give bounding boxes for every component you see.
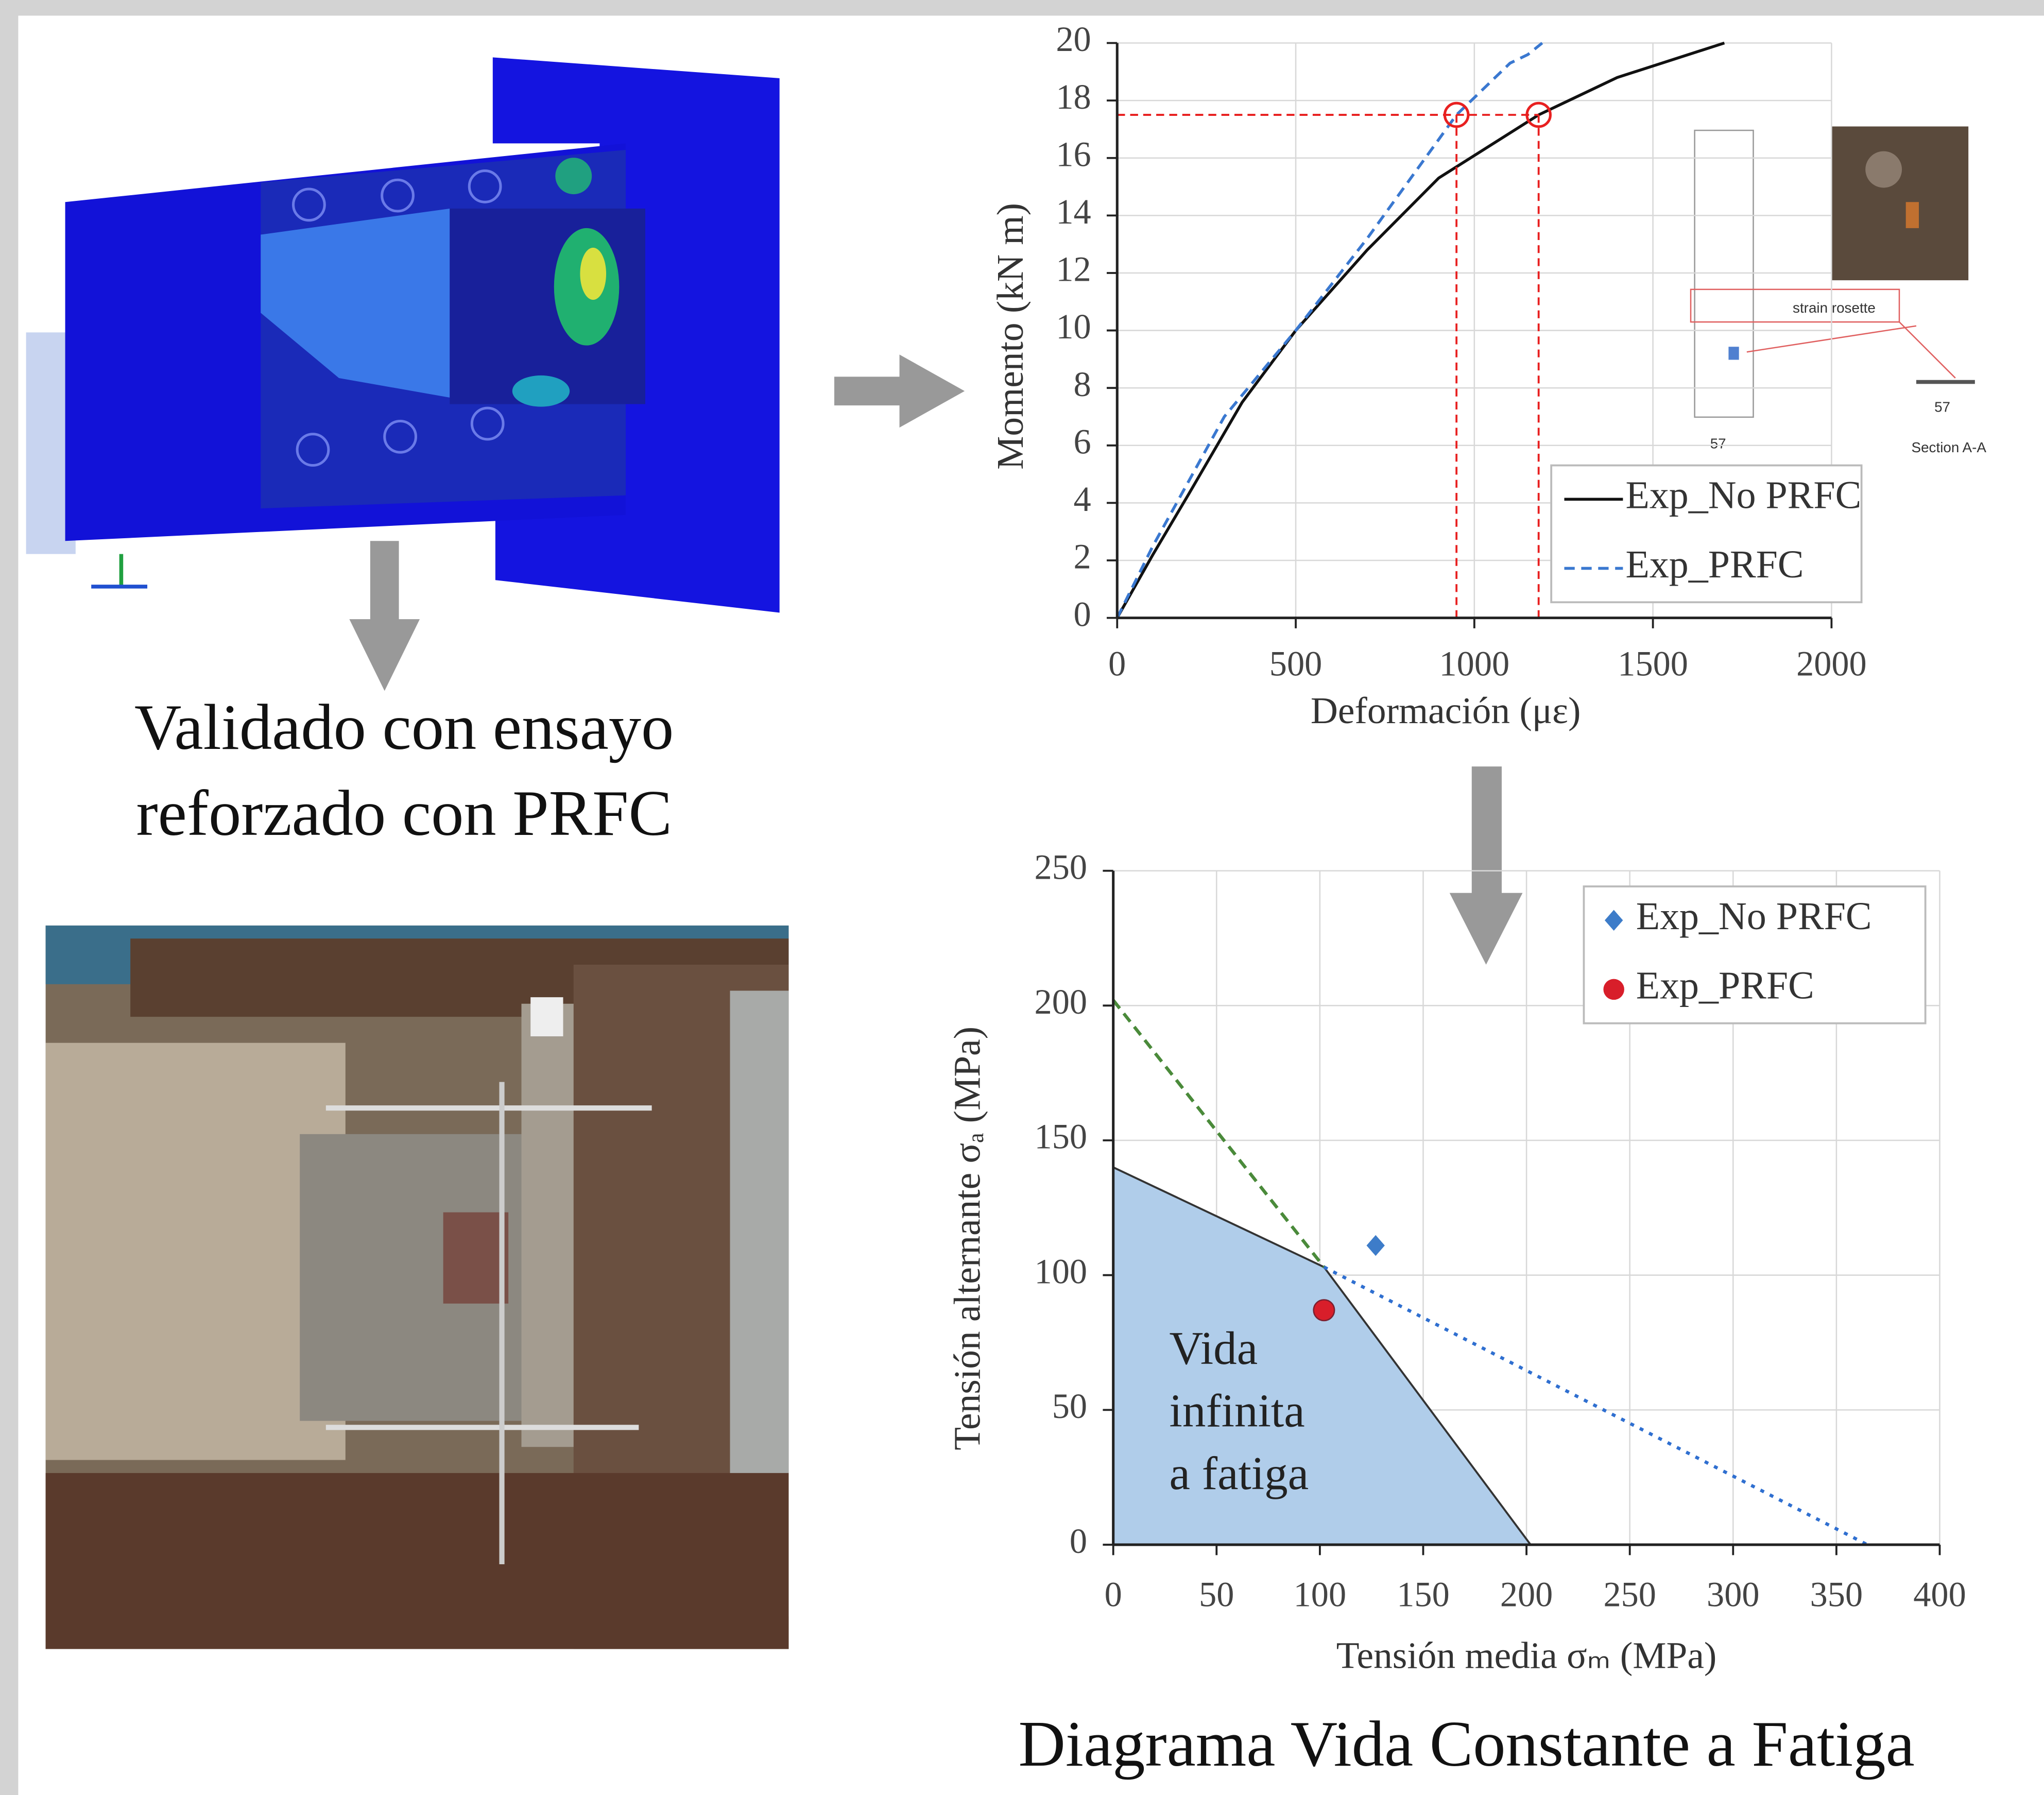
y-tick-label: 10	[1056, 307, 1091, 346]
point	[1366, 1235, 1385, 1256]
reference-line	[1323, 1266, 1868, 1545]
fe-model-image	[26, 57, 780, 613]
caption: Validado con ensayo	[134, 691, 674, 763]
y-tick-label: 6	[1073, 422, 1091, 461]
x-tick-label: 0	[1105, 1575, 1122, 1614]
chart: 0 50 100 150 200 250 300 350 400 0 50 100 150 200 250 V…	[947, 847, 1966, 1676]
x-axis-label: Tensión media σₘ (MPa)	[1336, 1635, 1717, 1677]
legend-label: Exp_PRFC	[1625, 543, 1803, 586]
x-tick-label: 50	[1199, 1575, 1234, 1614]
y-tick-label: 16	[1056, 134, 1091, 174]
y-tick-label: 100	[1035, 1252, 1088, 1291]
y-tick-label: 4	[1073, 480, 1091, 519]
y-tick-label: 12	[1056, 250, 1091, 289]
caption: reforzado con PRFC	[136, 777, 672, 849]
region-label: infinita	[1170, 1384, 1305, 1437]
legend-box	[1550, 464, 1863, 604]
legend-label: Exp_PRFC	[1636, 964, 1814, 1007]
inset-label: 57	[1710, 435, 1726, 451]
legend-label: Exp_No PRFC	[1636, 895, 1872, 938]
legend-label: Exp_No PRFC	[1625, 474, 1861, 517]
inset-label: strain rosette	[1793, 300, 1876, 316]
inset-label: Section A-A	[1912, 439, 1987, 455]
series-line	[1117, 41, 1725, 618]
ref-point	[1443, 101, 1470, 128]
inset-label: 57	[1934, 399, 1950, 415]
point	[1313, 1299, 1335, 1322]
x-tick-label: 100	[1294, 1575, 1347, 1614]
y-tick-label: 0	[1070, 1522, 1087, 1561]
x-tick-label: 500	[1269, 644, 1322, 683]
region-label: a fatiga	[1170, 1447, 1309, 1499]
x-tick-label: 400	[1913, 1575, 1966, 1614]
x-axis-label: Deformación (με)	[1311, 690, 1581, 731]
y-tick-label: 200	[1035, 982, 1088, 1021]
y-tick-label: 14	[1056, 192, 1091, 231]
y-axis-label: Tensión alternante σₐ (MPa)	[947, 1027, 988, 1450]
plot-layer	[1117, 41, 1725, 618]
y-tick-label: 0	[1073, 594, 1091, 634]
inset-image: strain rosette Section A-A 57 57	[1612, 117, 2011, 463]
x-tick-label: 300	[1707, 1575, 1760, 1614]
reference-line	[1113, 999, 1326, 1268]
x-tick-label: 1000	[1439, 644, 1510, 683]
x-tick-label: 2000	[1796, 644, 1867, 683]
y-tick-label: 20	[1056, 20, 1091, 59]
region-label: Vida	[1170, 1322, 1258, 1374]
x-tick-label: 0	[1108, 644, 1126, 683]
x-tick-label: 150	[1397, 1575, 1450, 1614]
x-tick-label: 350	[1810, 1575, 1863, 1614]
y-tick-label: 50	[1052, 1387, 1087, 1426]
chart: 0 500 1000 1500 2000 0 2 4 6 8 10 12 14 16 18 20 Deforma…	[989, 20, 1867, 731]
caption: Diagrama Vida Constante a Fatiga	[1019, 1708, 1915, 1780]
x-tick-label: 250	[1603, 1575, 1656, 1614]
y-tick-label: 150	[1035, 1117, 1088, 1156]
y-axis-label: Momento (kN m)	[989, 203, 1031, 470]
plot-layer	[1113, 999, 1868, 1545]
y-tick-label: 2	[1073, 537, 1091, 576]
series-line	[1117, 42, 1543, 618]
ref-point	[1525, 101, 1552, 128]
legend-swatch	[1603, 979, 1624, 1000]
x-tick-label: 1500	[1618, 644, 1688, 683]
y-tick-label: 18	[1056, 77, 1091, 116]
test-photo	[45, 925, 789, 1649]
y-tick-label: 250	[1035, 847, 1088, 886]
y-tick-label: 8	[1073, 365, 1091, 404]
x-tick-label: 200	[1500, 1575, 1553, 1614]
legend-box	[1583, 885, 1927, 1024]
legend-swatch	[1604, 910, 1623, 931]
